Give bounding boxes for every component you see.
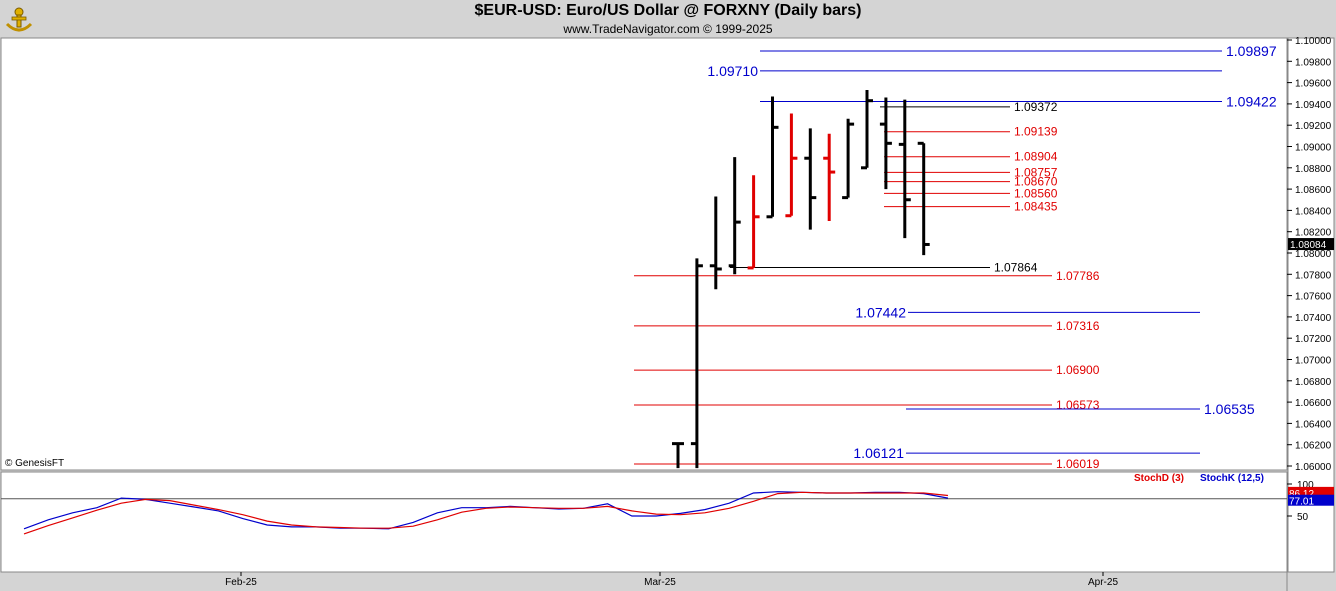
level-label-1.07864: 1.07864 bbox=[994, 260, 1038, 274]
level-label-1.08670: 1.08670 bbox=[1014, 175, 1058, 189]
x-tick-label: Feb-25 bbox=[225, 577, 257, 588]
level-label-1.08757: 1.08757 bbox=[1014, 165, 1058, 179]
price-tick-label: 1.08600 bbox=[1295, 185, 1332, 196]
price-tick-label: 1.09400 bbox=[1295, 100, 1332, 111]
stoch-line-d bbox=[23, 491, 949, 535]
price-panel bbox=[0, 37, 1288, 471]
level-label-1.08560: 1.08560 bbox=[1014, 186, 1058, 200]
stochd-legend: StochD (3) bbox=[1134, 473, 1184, 484]
level-label-1.09372: 1.09372 bbox=[1014, 100, 1058, 114]
stochd-value: 86.12 bbox=[1289, 489, 1314, 500]
price-axis-panel bbox=[1287, 37, 1335, 573]
level-label-1.06535: 1.06535 bbox=[1204, 401, 1255, 417]
level-label-1.06573: 1.06573 bbox=[1056, 398, 1100, 412]
copyright-text: © GenesisFT bbox=[5, 458, 65, 469]
last-price-label: 1.08084 bbox=[1290, 240, 1327, 251]
level-label-1.06900: 1.06900 bbox=[1056, 363, 1100, 377]
price-tick-label: 1.06600 bbox=[1295, 398, 1332, 409]
price-tick-label: 1.09800 bbox=[1295, 57, 1332, 68]
x-tick-label: Apr-25 bbox=[1088, 577, 1118, 588]
price-tick-label: 1.10000 bbox=[1295, 36, 1332, 47]
price-tick-label: 1.07400 bbox=[1295, 313, 1332, 324]
price-tick-label: 1.08400 bbox=[1295, 206, 1332, 217]
chart-header: $EUR-USD: Euro/US Dollar @ FORXNY (Daily… bbox=[0, 0, 1336, 38]
level-label-1.06121: 1.06121 bbox=[853, 445, 904, 461]
level-label-1.08904: 1.08904 bbox=[1014, 150, 1058, 164]
chart-title: $EUR-USD: Euro/US Dollar @ FORXNY (Daily… bbox=[474, 2, 862, 19]
stoch-tick-label: 50 bbox=[1297, 512, 1309, 523]
chart-subtitle: www.TradeNavigator.com © 1999-2025 bbox=[563, 22, 773, 36]
level-label-1.06019: 1.06019 bbox=[1056, 457, 1100, 471]
level-label-1.07442: 1.07442 bbox=[855, 304, 906, 320]
level-label-1.09422: 1.09422 bbox=[1226, 94, 1277, 110]
stochk-value: 77.01 bbox=[1289, 497, 1314, 508]
price-tick-label: 1.07000 bbox=[1295, 356, 1332, 367]
price-tick-label: 1.07600 bbox=[1295, 292, 1332, 303]
level-label-1.09139: 1.09139 bbox=[1014, 125, 1058, 139]
stochastic-panel bbox=[0, 471, 1288, 573]
level-label-1.09710: 1.09710 bbox=[707, 63, 758, 79]
price-tick-label: 1.09000 bbox=[1295, 143, 1332, 154]
price-tick-label: 1.08800 bbox=[1295, 164, 1332, 175]
level-label-1.08435: 1.08435 bbox=[1014, 200, 1058, 214]
level-label-1.07786: 1.07786 bbox=[1056, 269, 1100, 283]
stochd-value-box bbox=[1288, 486, 1334, 498]
price-tick-label: 1.06400 bbox=[1295, 419, 1332, 430]
price-tick-label: 1.06800 bbox=[1295, 377, 1332, 388]
price-tick-label: 1.08200 bbox=[1295, 228, 1332, 239]
price-tick-label: 1.07200 bbox=[1295, 334, 1332, 345]
price-tick-label: 1.07800 bbox=[1295, 270, 1332, 281]
x-tick-label: Mar-25 bbox=[644, 577, 676, 588]
price-tick-label: 1.06000 bbox=[1295, 462, 1332, 473]
last-price-marker bbox=[1288, 238, 1334, 251]
stoch-tick-label: 100 bbox=[1297, 480, 1314, 491]
stochk-value-box bbox=[1288, 494, 1334, 506]
trade-navigator-logo-icon bbox=[4, 4, 34, 39]
price-tick-label: 1.09600 bbox=[1295, 79, 1332, 90]
price-tick-label: 1.08000 bbox=[1295, 249, 1332, 260]
price-tick-label: 1.09200 bbox=[1295, 121, 1332, 132]
price-tick-label: 1.06200 bbox=[1295, 441, 1332, 452]
stochk-legend: StochK (12,5) bbox=[1200, 473, 1264, 484]
level-label-1.09897: 1.09897 bbox=[1226, 43, 1277, 59]
level-label-1.07316: 1.07316 bbox=[1056, 319, 1100, 333]
